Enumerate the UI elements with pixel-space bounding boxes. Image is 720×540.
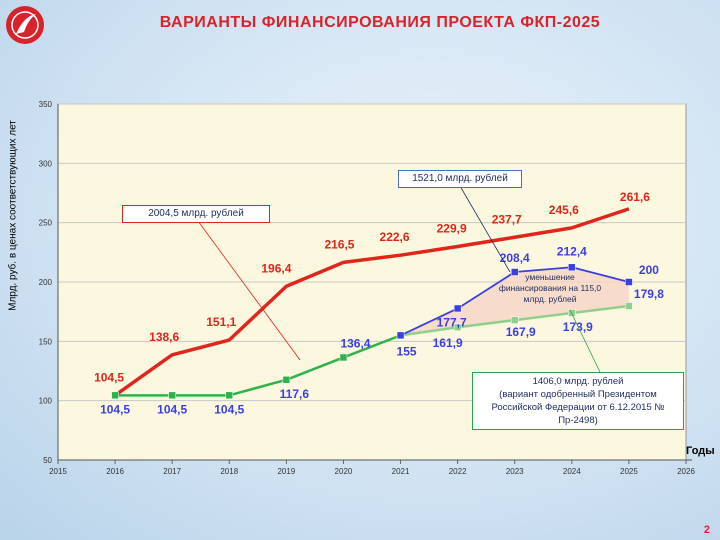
page-number: 2 (703, 524, 710, 536)
data-label-blue: 200 (639, 263, 659, 277)
data-point-lightgreen (453, 323, 462, 331)
data-label-lightgreen: 161,9 (433, 336, 463, 350)
data-label-green: 117,6 (280, 387, 310, 401)
data-label-red: 237,7 (492, 212, 522, 226)
roscosmos-logo (6, 6, 44, 44)
x-tick-label: 2018 (220, 467, 238, 476)
y-tick-label: 300 (39, 159, 53, 168)
x-tick-label: 2024 (563, 467, 581, 476)
y-tick-label: 150 (39, 337, 53, 346)
data-point-blue (453, 304, 462, 313)
data-point-blue (510, 268, 519, 276)
y-tick-label: 50 (43, 456, 52, 465)
data-point-green (339, 353, 348, 362)
data-point-lightgreen (625, 302, 633, 310)
x-axis-label: Годы (686, 445, 715, 457)
data-label-red: 261,6 (620, 190, 650, 204)
data-label-green: 155 (397, 344, 417, 358)
data-label-green: 104,5 (157, 402, 187, 416)
data-label-red: 138,6 (149, 330, 179, 344)
data-label-blue: 177,7 (437, 315, 467, 329)
data-label-red: 104,5 (94, 370, 124, 384)
data-point-green (282, 376, 291, 384)
series-line-red (114, 207, 630, 397)
x-tick-label: 2015 (49, 467, 67, 476)
leader-top (459, 185, 511, 273)
data-label-red: 151,1 (206, 315, 236, 329)
callout-low-amount: 1406,0 млрд. рублей (532, 376, 624, 387)
data-point-blue (568, 263, 576, 272)
data-point-green (168, 391, 176, 400)
data-label-red: 222,6 (380, 230, 410, 244)
data-point-lightgreen (510, 316, 519, 324)
data-point-blue (396, 331, 405, 340)
callout-top: 1521,0 млрд. рублей (398, 170, 522, 188)
x-tick-label: 2025 (620, 467, 638, 476)
data-label-red: 216,5 (324, 237, 354, 251)
data-label-lightgreen: 179,8 (634, 287, 664, 301)
data-label-blue: 212,4 (557, 244, 587, 258)
x-tick-label: 2021 (392, 467, 410, 476)
callout-low: 1406,0 млрд. рублей (вариант одобренный … (472, 372, 684, 430)
x-tick-label: 2017 (163, 467, 181, 476)
x-tick-label: 2016 (106, 467, 124, 476)
y-tick-label: 250 (39, 219, 53, 228)
data-label-lightgreen: 167,9 (506, 325, 536, 339)
x-tick-label: 2023 (506, 467, 524, 476)
x-tick-label: 2020 (335, 467, 353, 476)
reduction-note: уменьшение финансирования на 115,0 млрд.… (498, 272, 602, 304)
y-tick-label: 100 (39, 397, 53, 406)
data-label-green: 136,4 (340, 336, 370, 350)
y-tick-label: 200 (39, 278, 53, 287)
leader-low (569, 309, 601, 373)
leader-red (197, 220, 301, 361)
data-label-green: 104,5 (214, 402, 244, 416)
y-tick-label: 350 (39, 100, 53, 109)
data-point-blue (625, 278, 633, 286)
x-tick-label: 2022 (449, 467, 467, 476)
x-tick-label: 2019 (277, 467, 295, 476)
data-label-blue: 208,4 (500, 251, 530, 265)
page-title: ВАРИАНТЫ ФИНАНСИРОВАНИЯ ПРОЕКТА ФКП-2025 (159, 14, 601, 31)
series-line-green (115, 334, 401, 397)
data-label-red: 245,6 (549, 203, 579, 217)
data-label-red: 196,4 (261, 261, 291, 275)
callout-red: 2004,5 млрд. рублей (122, 205, 270, 223)
data-point-green (225, 391, 234, 400)
callout-low-description: (вариант одобренный Президентом Российск… (491, 389, 665, 426)
data-point-green (111, 391, 119, 400)
x-tick-label: 2026 (677, 467, 695, 476)
reduction-area (400, 267, 629, 336)
data-label-green: 104,5 (100, 402, 130, 416)
data-label-red: 229,9 (437, 222, 467, 236)
